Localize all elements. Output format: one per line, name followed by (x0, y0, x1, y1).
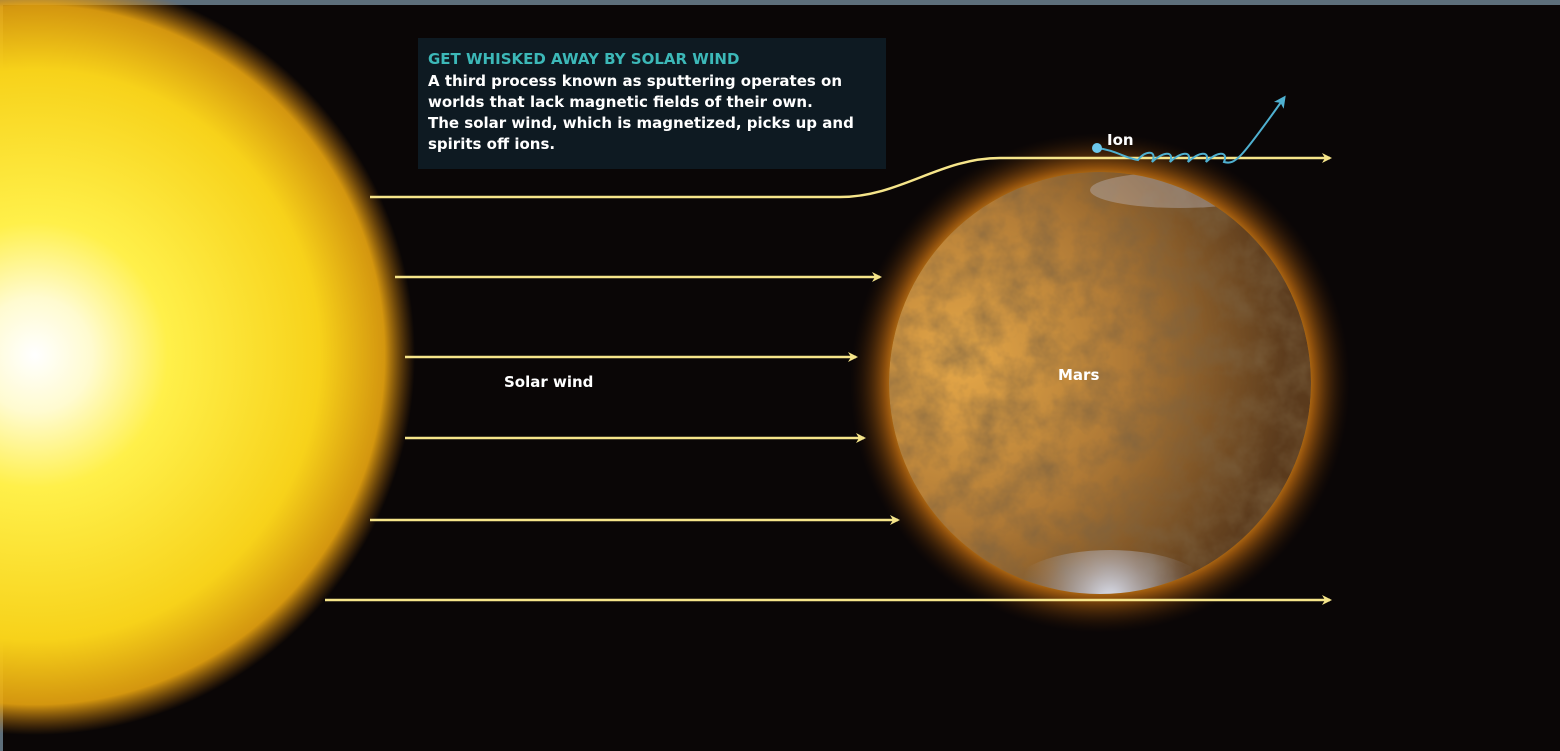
caption-line: spirits off ions. (428, 135, 555, 153)
deflected-arrow (370, 153, 1332, 199)
ion (1092, 143, 1102, 153)
caption-title: GET WHISKED AWAY BY SOLAR WIND (428, 50, 739, 68)
caption-box (418, 38, 886, 169)
caption-line: worlds that lack magnetic fields of thei… (428, 93, 813, 111)
caption-line: The solar wind, which is magnetized, pic… (428, 114, 854, 132)
solar-wind-arrows (325, 153, 1332, 605)
ion-path (1096, 95, 1286, 164)
ion-label: Ion (1107, 131, 1134, 149)
solar-wind-label: Solar wind (504, 373, 593, 391)
caption-line: A third process known as sputtering oper… (428, 72, 842, 90)
mars-label: Mars (1058, 366, 1099, 384)
sun (0, 0, 415, 735)
top-border (0, 0, 1560, 5)
